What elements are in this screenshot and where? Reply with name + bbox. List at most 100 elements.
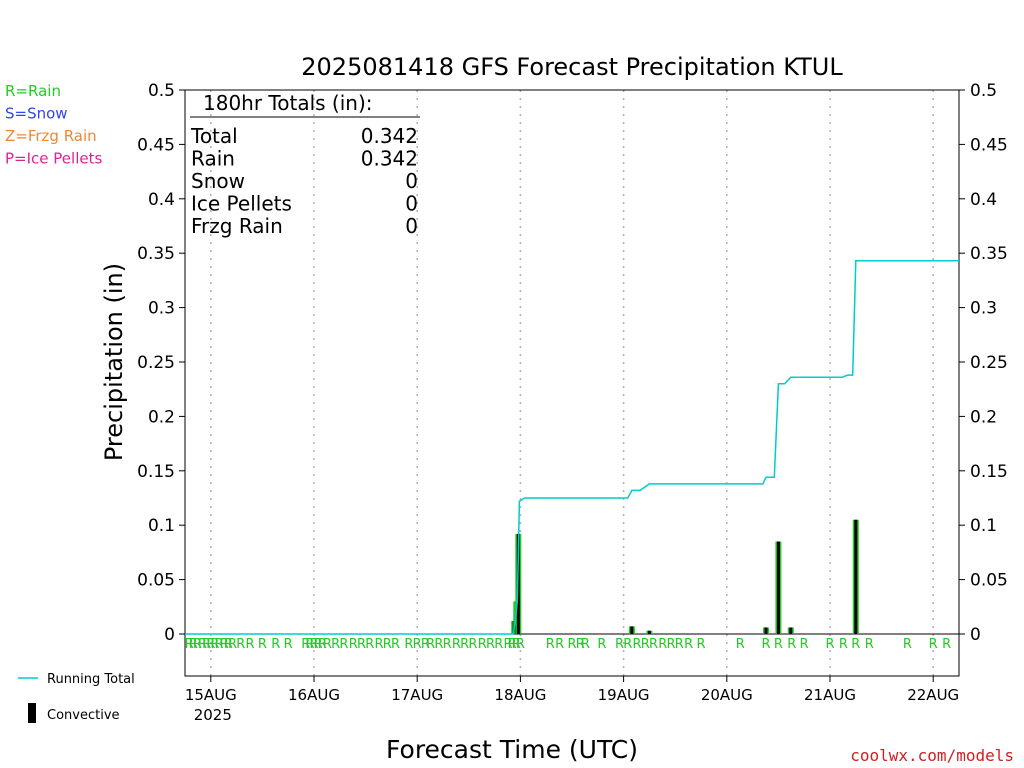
x-tick-sublabel: 2025 — [194, 706, 232, 724]
y-tick-label-right: 0.2 — [970, 407, 997, 427]
precip-type-marker: R — [736, 637, 745, 652]
x-tick-label: 19AUG — [598, 686, 650, 704]
totals-row-value: 0.342 — [361, 124, 418, 148]
y-tick-label-left: 0.4 — [148, 190, 175, 210]
precip-type-marker: R — [452, 637, 461, 652]
precip-type-marker: R — [383, 637, 392, 652]
y-axis-label: Precipitation (in) — [100, 263, 128, 461]
precip-type-marker: R — [374, 637, 383, 652]
totals-row-label: Rain — [191, 147, 235, 171]
precip-type-marker: R — [224, 637, 233, 652]
precip-type-marker: R — [284, 637, 293, 652]
convective-bar — [647, 630, 651, 634]
precip-type-legend-entry: P=Ice Pellets — [5, 150, 102, 168]
precip-type-marker: R — [555, 637, 564, 652]
precip-type-marker: R — [210, 637, 219, 652]
y-tick-label-right: 0.15 — [970, 462, 1008, 482]
precip-type-marker: R — [391, 637, 400, 652]
x-axis-ticks: 15AUG 2025 16AUG 17AUG 18AUG 19AUG 20AUG 21AUG 2… — [185, 676, 959, 724]
precip-type-marker: R — [434, 637, 443, 652]
y-tick-label-right: 0.3 — [970, 299, 997, 319]
totals-row-value: 0.342 — [361, 147, 418, 171]
precip-type-marker: R — [865, 637, 874, 652]
precip-type-marker: R — [512, 637, 521, 652]
precip-type-legend-entry: Z=Frzg Rain — [5, 127, 97, 145]
precip-type-marker: R — [228, 637, 237, 652]
precip-type-marker: R — [696, 637, 705, 652]
y-tick-label-left: 0 — [164, 625, 175, 645]
precip-type-marker: R — [546, 637, 555, 652]
y-tick-label-left: 0.2 — [148, 407, 175, 427]
precip-type-marker: R — [503, 637, 512, 652]
x-tick-label: 21AUG — [804, 686, 856, 704]
x-tick-label: 22AUG — [907, 686, 959, 704]
precip-type-marker: R — [220, 637, 229, 652]
y-tick-label-left: 0.05 — [137, 571, 175, 591]
totals-row-label: Frzg Rain — [191, 214, 283, 238]
precip-type-marker: R — [478, 637, 487, 652]
y-tick-label-left: 0.35 — [137, 244, 175, 264]
precip-type-marker: R — [787, 637, 796, 652]
totals-row-label: Snow — [191, 169, 245, 193]
precip-type-marker: R — [443, 637, 452, 652]
precip-type-marker: R — [314, 637, 323, 652]
y-tick-label-left: 0.1 — [148, 516, 175, 536]
x-tick-label: 15AUG — [185, 686, 237, 704]
running-total-legend-label: Running Total — [47, 672, 135, 687]
precip-type-marker: R — [800, 637, 809, 652]
chart-title: 2025081418 GFS Forecast Precipitation KT… — [301, 53, 843, 81]
precip-type-marker: R — [581, 637, 590, 652]
convective-bar — [764, 627, 768, 634]
convective-bar — [854, 519, 858, 634]
precip-type-marker: R — [271, 637, 280, 652]
precip-type-marker: R — [825, 637, 834, 652]
y-tick-label-left: 0.15 — [137, 462, 175, 482]
precip-type-marker: R — [236, 637, 245, 652]
x-tick-label: 18AUG — [494, 686, 546, 704]
precip-type-marker: R — [903, 637, 912, 652]
precip-type-marker: R — [198, 637, 207, 652]
precip-type-marker: R — [193, 637, 202, 652]
y-tick-label-right: 0.1 — [970, 516, 997, 536]
precip-type-marker: R — [494, 637, 503, 652]
precip-type-marker: R — [245, 637, 254, 652]
vertical-gridlines — [210, 90, 934, 676]
precip-type-marker: R — [675, 637, 684, 652]
y-tick-label-right: 0.4 — [970, 190, 997, 210]
precip-type-marker: R — [185, 637, 194, 652]
y-tick-label-left: 0.5 — [148, 81, 175, 101]
y-tick-label-right: 0.45 — [970, 135, 1008, 155]
precip-type-marker: R — [339, 637, 348, 652]
precip-type-marker: R — [839, 637, 848, 652]
totals-row-label: Total — [190, 124, 238, 148]
precip-type-marker: R — [649, 637, 658, 652]
precip-type-marker: R — [305, 637, 314, 652]
plot-frame — [184, 89, 960, 677]
convective-bar — [630, 626, 634, 634]
precip-type-marker: R — [615, 637, 624, 652]
precip-type-marker: R — [404, 637, 413, 652]
precip-type-legend: R=Rain S=Snow Z=Frzg Rain P=Ice Pellets — [5, 82, 102, 168]
precip-type-marker: R — [516, 637, 525, 652]
convective-legend-swatch — [28, 703, 36, 723]
precip-type-marker: R — [486, 637, 495, 652]
precip-type-marker: R — [206, 637, 215, 652]
x-tick-label: 16AUG — [288, 686, 340, 704]
precip-type-marker: R — [421, 637, 430, 652]
precip-type-marker: R — [365, 637, 374, 652]
precip-type-marker: R — [189, 637, 198, 652]
precip-type-marker: R — [597, 637, 606, 652]
precip-type-marker: R — [258, 637, 267, 652]
y-tick-label-right: 0 — [970, 625, 981, 645]
precip-type-marker: R — [468, 637, 477, 652]
precipitation-bars — [511, 519, 859, 634]
precip-type-legend-entry: R=Rain — [5, 82, 61, 100]
x-tick-label: 20AUG — [701, 686, 753, 704]
precip-type-marker: R — [202, 637, 211, 652]
precip-type-marker: R — [774, 637, 783, 652]
precip-type-marker: R — [301, 637, 310, 652]
precip-type-marker: R — [942, 637, 951, 652]
precip-type-marker: R — [929, 637, 938, 652]
